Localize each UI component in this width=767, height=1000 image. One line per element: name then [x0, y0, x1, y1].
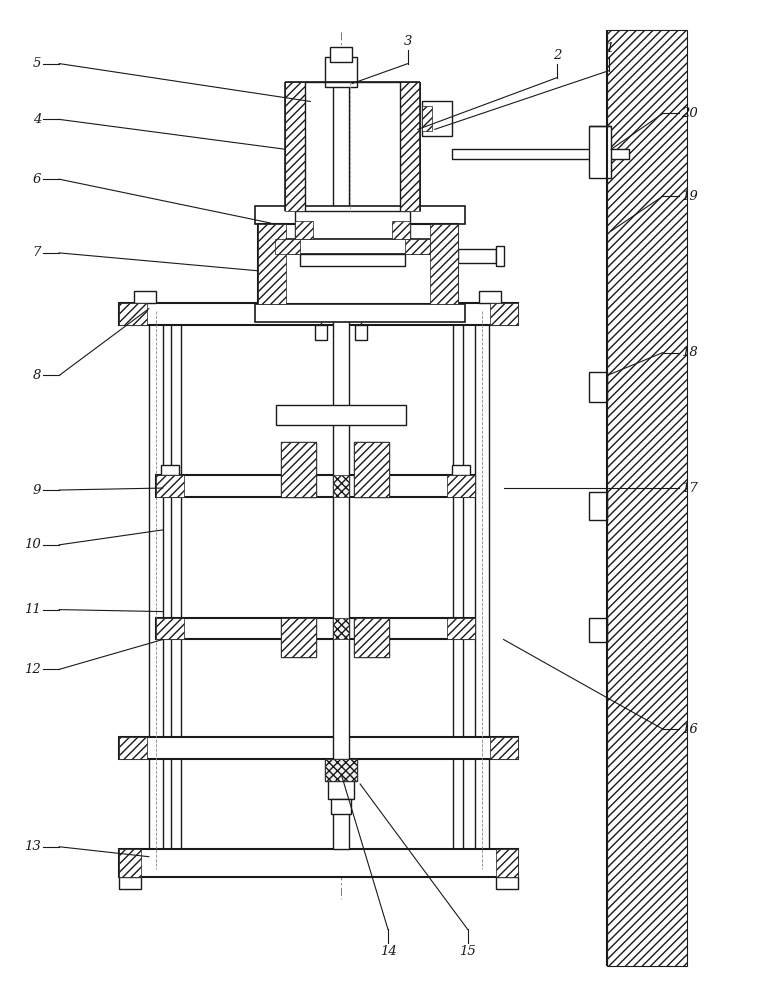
Bar	[333, 475, 349, 497]
Text: 18: 18	[681, 346, 698, 359]
Text: 10: 10	[25, 538, 41, 551]
Bar	[354, 442, 389, 497]
Bar	[355, 325, 367, 340]
Text: 3: 3	[403, 35, 412, 48]
Bar	[452, 149, 629, 159]
Bar	[354, 618, 389, 657]
Bar	[325, 57, 357, 87]
Bar	[156, 475, 184, 497]
Bar	[589, 618, 607, 642]
Bar	[315, 325, 328, 340]
Text: 6: 6	[33, 173, 41, 186]
Text: 2: 2	[553, 49, 561, 62]
Text: 12: 12	[25, 663, 41, 676]
Bar	[489, 737, 518, 759]
Bar	[295, 211, 410, 239]
Bar	[171, 311, 181, 869]
Bar	[255, 206, 465, 224]
Bar	[422, 106, 432, 131]
Bar	[392, 221, 410, 239]
Bar	[275, 239, 430, 254]
Bar	[495, 849, 518, 877]
Bar	[119, 849, 518, 877]
Bar	[607, 30, 687, 966]
Text: 4: 4	[33, 113, 41, 126]
Text: 1: 1	[605, 42, 614, 55]
Text: 20: 20	[681, 107, 698, 120]
Bar	[333, 82, 349, 849]
Bar	[325, 759, 357, 781]
Bar	[161, 465, 179, 475]
Text: 7: 7	[33, 246, 41, 259]
Bar	[354, 442, 389, 497]
Bar	[281, 618, 316, 657]
Bar	[422, 101, 452, 136]
Text: 11: 11	[25, 603, 41, 616]
Bar	[495, 877, 518, 889]
Bar	[119, 877, 141, 889]
Bar	[119, 737, 146, 759]
Bar	[119, 303, 518, 325]
Bar	[275, 239, 301, 254]
Bar	[589, 126, 611, 178]
Bar	[119, 303, 146, 325]
Bar	[333, 618, 349, 639]
Bar	[458, 249, 495, 263]
Bar	[452, 465, 469, 475]
Text: 8: 8	[33, 369, 41, 382]
Bar	[119, 849, 141, 877]
Bar	[328, 781, 354, 799]
Bar	[295, 221, 313, 239]
Bar	[258, 224, 286, 304]
Text: 13: 13	[25, 840, 41, 853]
Bar	[495, 246, 504, 266]
Bar	[258, 224, 458, 304]
Bar	[479, 291, 501, 303]
Text: 16: 16	[681, 723, 698, 736]
Bar	[453, 311, 463, 869]
Bar	[430, 224, 458, 304]
Text: 14: 14	[380, 945, 397, 958]
Bar	[281, 442, 316, 497]
Bar	[281, 618, 316, 657]
Bar	[400, 82, 420, 211]
Bar	[119, 737, 518, 759]
Bar	[156, 475, 475, 497]
Bar	[156, 618, 475, 639]
Text: 5: 5	[33, 57, 41, 70]
Bar	[276, 405, 406, 425]
Bar	[325, 759, 357, 781]
Bar	[134, 291, 156, 303]
Text: 17: 17	[681, 482, 698, 495]
Bar	[281, 442, 316, 497]
Bar	[331, 47, 352, 62]
Bar	[156, 618, 184, 639]
Bar	[589, 492, 607, 520]
Bar	[475, 311, 489, 869]
Text: 15: 15	[459, 945, 476, 958]
Bar	[149, 311, 163, 869]
Bar	[446, 618, 475, 639]
Bar	[405, 239, 430, 254]
Bar	[255, 304, 465, 322]
Bar	[489, 303, 518, 325]
Bar	[301, 254, 405, 266]
Bar	[354, 618, 389, 657]
Bar	[589, 372, 607, 402]
Bar	[285, 82, 305, 211]
Bar	[446, 475, 475, 497]
Text: 9: 9	[33, 484, 41, 497]
Text: 19: 19	[681, 190, 698, 203]
Bar	[331, 799, 351, 814]
